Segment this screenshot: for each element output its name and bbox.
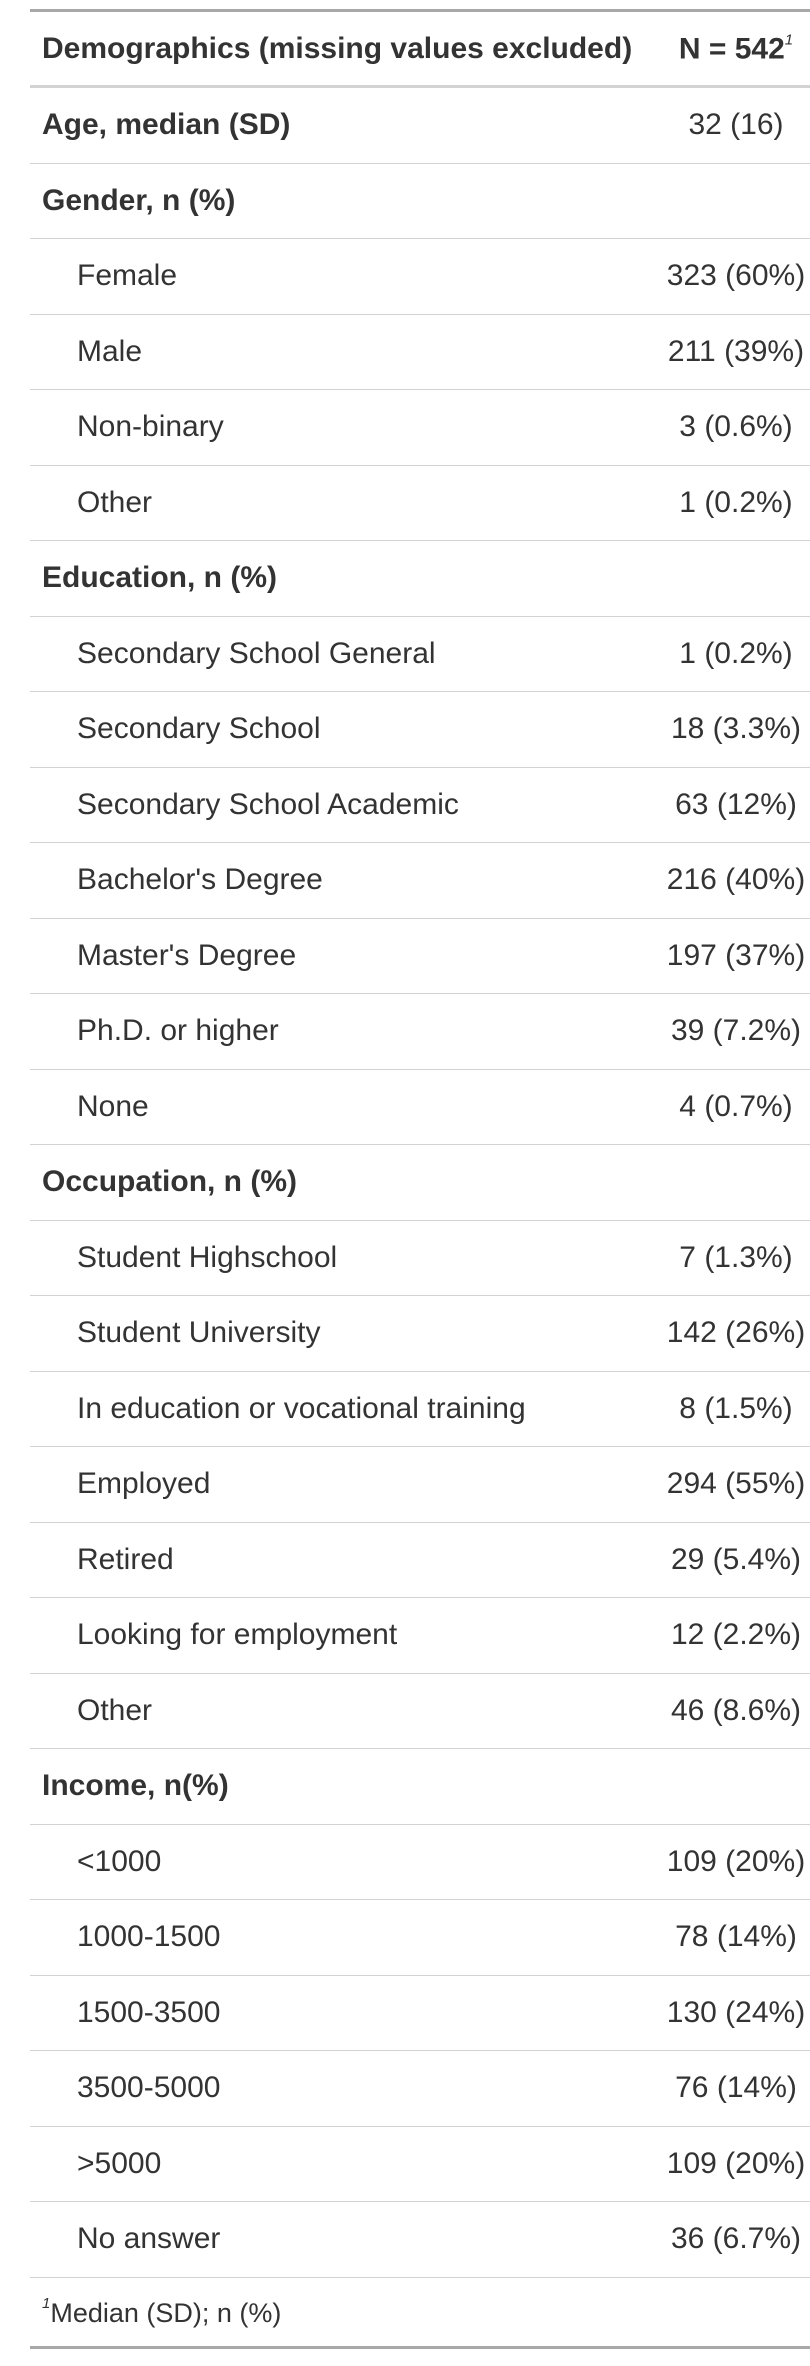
table-row: 1500-3500 130 (24%) bbox=[30, 1976, 810, 2051]
row-label: Bachelor's Degree bbox=[77, 863, 323, 897]
table-row: Age, median (SD) 32 (16) bbox=[30, 88, 810, 164]
table-row: Secondary School 18 (3.3%) bbox=[30, 692, 810, 768]
row-value: 63 (12%) bbox=[675, 787, 797, 821]
table-row: None 4 (0.7%) bbox=[30, 1070, 810, 1145]
table-row: <1000 109 (20%) bbox=[30, 1825, 810, 1900]
table-row: Gender, n (%) bbox=[30, 164, 810, 239]
table-row: Employed 294 (55%) bbox=[30, 1447, 810, 1523]
row-label: Education, n (%) bbox=[42, 561, 277, 595]
table-row: 3500-5000 76 (14%) bbox=[30, 2051, 810, 2127]
row-label: Employed bbox=[77, 1467, 211, 1501]
row-value: 39 (7.2%) bbox=[670, 1014, 802, 1048]
table-row: Other 46 (8.6%) bbox=[30, 1674, 810, 1749]
table-row: Secondary School General 1 (0.2%) bbox=[30, 617, 810, 692]
row-value: 32 (16) bbox=[688, 108, 784, 142]
row-value: 294 (55%) bbox=[666, 1467, 806, 1501]
row-label: Gender, n (%) bbox=[42, 183, 236, 217]
header-n: N = 5421 bbox=[666, 31, 806, 66]
row-label: 3500-5000 bbox=[77, 2071, 221, 2105]
row-label: Income, n(%) bbox=[42, 1769, 229, 1803]
row-label: Master's Degree bbox=[77, 938, 297, 972]
table-row: Secondary School Academic 63 (12%) bbox=[30, 768, 810, 843]
row-label: Occupation, n (%) bbox=[42, 1165, 297, 1199]
row-value: 109 (20%) bbox=[666, 2146, 806, 2180]
table-row: Student Highschool 7 (1.3%) bbox=[30, 1221, 810, 1296]
table-row: Other 1 (0.2%) bbox=[30, 466, 810, 541]
footnote: 1Median (SD); n (%) bbox=[30, 2278, 810, 2349]
row-label: Age, median (SD) bbox=[42, 108, 291, 142]
row-value: 76 (14%) bbox=[675, 2071, 797, 2105]
row-label: Student University bbox=[77, 1316, 321, 1350]
row-value: 3 (0.6%) bbox=[679, 410, 793, 444]
row-value: 4 (0.7%) bbox=[679, 1089, 793, 1123]
table-row: Retired 29 (5.4%) bbox=[30, 1523, 810, 1598]
row-label: Secondary School bbox=[77, 712, 321, 746]
row-label: Other bbox=[77, 1693, 153, 1727]
row-label: >5000 bbox=[77, 2146, 162, 2180]
row-label: Female bbox=[77, 259, 178, 293]
table-row: Male 211 (39%) bbox=[30, 315, 810, 390]
row-label: Secondary School Academic bbox=[77, 787, 459, 821]
row-label: Male bbox=[77, 334, 143, 368]
table-row: Income, n(%) bbox=[30, 1749, 810, 1825]
row-label: Other bbox=[77, 485, 153, 519]
table-row: Occupation, n (%) bbox=[30, 1145, 810, 1221]
row-value: 1 (0.2%) bbox=[679, 485, 793, 519]
row-value: 7 (1.3%) bbox=[679, 1240, 793, 1274]
row-value: 36 (6.7%) bbox=[670, 2222, 802, 2256]
row-label: <1000 bbox=[77, 1844, 162, 1878]
row-value: 8 (1.5%) bbox=[679, 1391, 793, 1425]
table-row: Non-binary 3 (0.6%) bbox=[30, 390, 810, 466]
row-label: In education or vocational training bbox=[77, 1391, 526, 1425]
table-row: Bachelor's Degree 216 (40%) bbox=[30, 843, 810, 919]
row-label: No answer bbox=[77, 2222, 221, 2256]
n-label: N = 542 bbox=[678, 32, 785, 65]
table-row: Female 323 (60%) bbox=[30, 239, 810, 315]
footnote-text: 1Median (SD); n (%) bbox=[42, 2295, 281, 2329]
footnote-body: Median (SD); n (%) bbox=[50, 2297, 282, 2328]
row-label: Student Highschool bbox=[77, 1240, 338, 1274]
table-row: Ph.D. or higher 39 (7.2%) bbox=[30, 994, 810, 1070]
table-row: Student University 142 (26%) bbox=[30, 1296, 810, 1372]
table-row: No answer 36 (6.7%) bbox=[30, 2202, 810, 2278]
row-value: 211 (39%) bbox=[667, 334, 805, 368]
header-row: Demographics (missing values excluded) N … bbox=[30, 12, 810, 88]
row-label: Secondary School General bbox=[77, 636, 436, 670]
row-value: 1 (0.2%) bbox=[679, 636, 793, 670]
row-label: Looking for employment bbox=[77, 1618, 398, 1652]
row-label: Non-binary bbox=[77, 410, 224, 444]
row-label: 1000-1500 bbox=[77, 1920, 221, 1954]
table-row: In education or vocational training 8 (1.… bbox=[30, 1372, 810, 1447]
footnote-marker: 1 bbox=[784, 31, 794, 48]
row-value: 323 (60%) bbox=[666, 259, 806, 293]
table-row: >5000 109 (20%) bbox=[30, 2127, 810, 2202]
row-value: 216 (40%) bbox=[666, 863, 806, 897]
table-row: Looking for employment 12 (2.2%) bbox=[30, 1598, 810, 1674]
row-value: 130 (24%) bbox=[666, 1995, 806, 2029]
row-value: 18 (3.3%) bbox=[670, 712, 802, 746]
row-value: 12 (2.2%) bbox=[670, 1618, 802, 1652]
row-value: 142 (26%) bbox=[666, 1316, 806, 1350]
table: Demographics (missing values excluded) N … bbox=[30, 9, 810, 2349]
row-value: 78 (14%) bbox=[675, 1920, 797, 1954]
row-value: 197 (37%) bbox=[666, 938, 806, 972]
table-row: 1000-1500 78 (14%) bbox=[30, 1900, 810, 1976]
row-value: 109 (20%) bbox=[666, 1844, 806, 1878]
row-label: 1500-3500 bbox=[77, 1995, 221, 2029]
row-value: 46 (8.6%) bbox=[670, 1693, 802, 1727]
row-label: Ph.D. or higher bbox=[77, 1014, 279, 1048]
row-label: Retired bbox=[77, 1542, 174, 1576]
table-row: Master's Degree 197 (37%) bbox=[30, 919, 810, 994]
row-label: None bbox=[77, 1089, 149, 1123]
header-label: Demographics (missing values excluded) bbox=[42, 31, 633, 65]
row-value: 29 (5.4%) bbox=[670, 1542, 802, 1576]
table-row: Education, n (%) bbox=[30, 541, 810, 617]
footnote-marker: 1 bbox=[42, 2294, 51, 2312]
